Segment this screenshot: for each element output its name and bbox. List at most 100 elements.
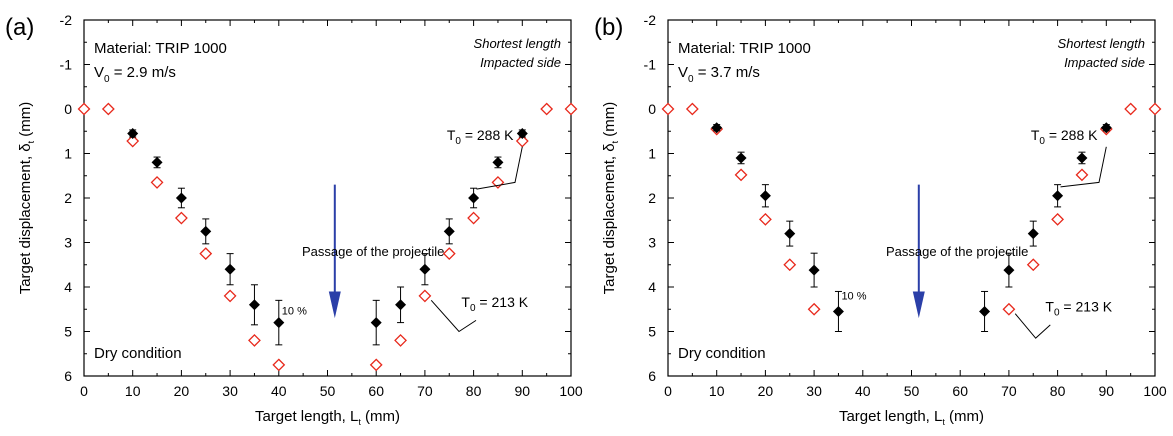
point-213K (515, 134, 529, 148)
point-213K (199, 247, 213, 261)
percent-label: 10 % (841, 290, 866, 302)
x-tick-label: 40 (271, 383, 287, 399)
point-213K (661, 102, 675, 116)
x-axis-label: Target length, Lt (mm) (255, 408, 400, 427)
point-213K (174, 211, 188, 225)
passage-label: Passage of the projectile (886, 244, 1028, 259)
x-tick-label: 60 (952, 383, 968, 399)
corner-note-1: Shortest length (1058, 36, 1145, 51)
point-288K (1027, 228, 1039, 240)
point-213K (1026, 258, 1040, 272)
t213-leader (430, 300, 477, 333)
x-tick-label: 80 (466, 383, 482, 399)
velocity-label: V0 = 2.9 m/s (94, 64, 176, 85)
x-tick-label: 20 (174, 383, 190, 399)
y-axis-label: Target displacement, δt (mm) (601, 102, 620, 295)
y-tick-label: 1 (64, 146, 72, 162)
point-288K (468, 192, 480, 204)
y-tick-label: 4 (64, 279, 72, 295)
t213-label: T0 = 213 K (1045, 298, 1112, 318)
dry-condition-label: Dry condition (678, 345, 766, 362)
t288-leader (476, 146, 523, 190)
y-tick-label: 5 (648, 324, 656, 340)
point-213K (734, 168, 748, 182)
point-213K (394, 333, 407, 347)
panel-b: (b) 0 10 20 30 40 50 60 70 80 90 100 -2 -1 0 1 2 3 4 5 6 Targ… (594, 12, 1167, 427)
point-288K (759, 190, 771, 202)
point-288K (1076, 152, 1088, 164)
point-213K (467, 211, 481, 225)
point-213K (150, 176, 164, 189)
panel-a: (a) 0 10 20 30 40 50 60 70 80 90 100 -2 -1 0 1 2 3 4 5 6 Targ… (5, 12, 583, 427)
point-288K (175, 192, 187, 204)
x-tick-label: 40 (855, 383, 871, 399)
point-213K (1051, 212, 1065, 226)
point-213K (758, 212, 772, 226)
point-213K (418, 289, 432, 303)
point-288K (784, 228, 796, 240)
point-288K (735, 152, 747, 164)
point-213K (1148, 102, 1162, 116)
panel-label: (a) (5, 14, 34, 41)
point-288K (1003, 264, 1015, 276)
y-tick-label: 6 (648, 368, 656, 384)
y-tick-label: 3 (648, 235, 656, 251)
t288-label: T0 = 288 K (447, 127, 514, 147)
x-tick-label: 100 (1143, 383, 1167, 399)
y-tick-label: 2 (648, 190, 656, 206)
point-213K (540, 102, 554, 116)
x-tick-label: 100 (559, 383, 583, 399)
point-213K (101, 102, 115, 116)
point-288K (516, 127, 528, 139)
x-tick-label: 70 (1001, 383, 1017, 399)
y-axis-label: Target displacement, δt (mm) (17, 102, 36, 295)
point-213K (223, 289, 237, 303)
t213-leader (1014, 313, 1051, 339)
t288-label: T0 = 288 K (1031, 127, 1098, 147)
x-tick-label: 10 (125, 383, 141, 399)
point-288K (248, 299, 260, 311)
y-tick-label: 3 (64, 235, 72, 251)
point-288K (370, 317, 382, 329)
point-288K (395, 299, 407, 311)
point-288K (200, 225, 212, 237)
x-tick-label: 50 (320, 383, 336, 399)
t288-leader (1060, 146, 1107, 188)
point-288K (224, 263, 236, 275)
point-288K (808, 264, 820, 276)
point-213K (77, 102, 91, 116)
x-tick-label: 20 (758, 383, 774, 399)
y-tick-label: -1 (644, 57, 657, 73)
dry-condition-label: Dry condition (94, 345, 182, 362)
x-tick-label: 70 (417, 383, 433, 399)
point-213K (126, 134, 140, 148)
material-label: Material: TRIP 1000 (678, 40, 811, 57)
x-axis-label: Target length, Lt (mm) (839, 408, 984, 427)
x-tick-label: 30 (806, 383, 822, 399)
velocity-label: V0 = 3.7 m/s (678, 64, 760, 85)
point-288K (1052, 190, 1064, 202)
corner-note-1: Shortest length (474, 36, 561, 51)
x-tick-label: 0 (664, 383, 672, 399)
projectile-arrow-head (328, 291, 341, 319)
passage-label: Passage of the projectile (302, 244, 444, 259)
point-288K (273, 317, 285, 329)
y-tick-label: 2 (64, 190, 72, 206)
point-288K (443, 225, 455, 237)
point-288K (979, 305, 991, 317)
x-tick-label: 50 (904, 383, 920, 399)
point-213K (369, 358, 383, 372)
point-213K (783, 258, 797, 272)
x-tick-label: 90 (1099, 383, 1115, 399)
y-tick-label: 0 (648, 101, 656, 117)
point-288K (419, 263, 431, 275)
x-tick-label: 0 (80, 383, 88, 399)
percent-label: 10 % (282, 306, 307, 318)
material-label: Material: TRIP 1000 (94, 40, 227, 57)
corner-note-2: Impacted side (1064, 55, 1145, 70)
point-213K (807, 302, 821, 316)
y-tick-label: 6 (64, 368, 72, 384)
x-tick-label: 10 (709, 383, 725, 399)
y-tick-label: -2 (60, 12, 73, 28)
